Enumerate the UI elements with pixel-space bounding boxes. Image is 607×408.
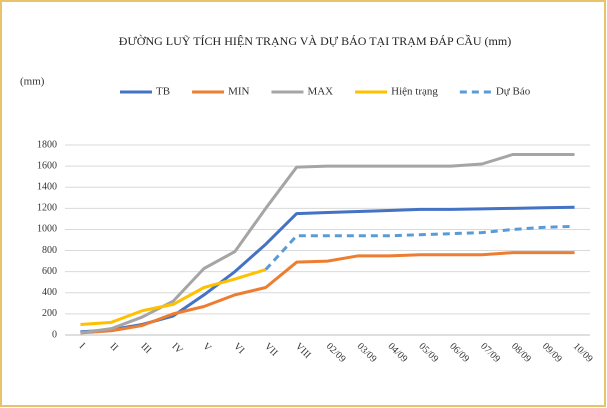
legend-label: MIN bbox=[228, 86, 249, 98]
legend-label: MAX bbox=[307, 86, 333, 98]
y-tick-label: 1800 bbox=[37, 139, 57, 150]
y-axis-label: (mm) bbox=[20, 76, 45, 88]
y-tick-label: 800 bbox=[42, 245, 57, 256]
series-line bbox=[80, 268, 267, 326]
y-tick-label: 400 bbox=[42, 287, 57, 298]
y-tick-label: 600 bbox=[42, 266, 57, 277]
legend-label: Dự Báo bbox=[496, 86, 531, 98]
y-tick-label: 1200 bbox=[37, 203, 57, 214]
legend-label: Hiện trạng bbox=[391, 86, 438, 98]
legend-label: TB bbox=[156, 86, 170, 98]
series-line bbox=[80, 251, 575, 335]
y-tick-label: 1000 bbox=[37, 224, 57, 235]
series-line bbox=[264, 224, 575, 271]
x-tick-label: I bbox=[77, 341, 87, 351]
y-tick-label: 0 bbox=[52, 329, 57, 340]
y-tick-label: 1600 bbox=[37, 160, 57, 171]
chart-title: ĐƯỜNG LUỸ TÍCH HIỆN TRẠNG VÀ DỰ BÁO TẠI … bbox=[119, 33, 511, 48]
y-tick-label: 1400 bbox=[37, 182, 57, 193]
y-tick-label: 200 bbox=[42, 308, 57, 319]
legend: TB MIN MAX Hiện trạng Dự Báo bbox=[120, 86, 531, 98]
